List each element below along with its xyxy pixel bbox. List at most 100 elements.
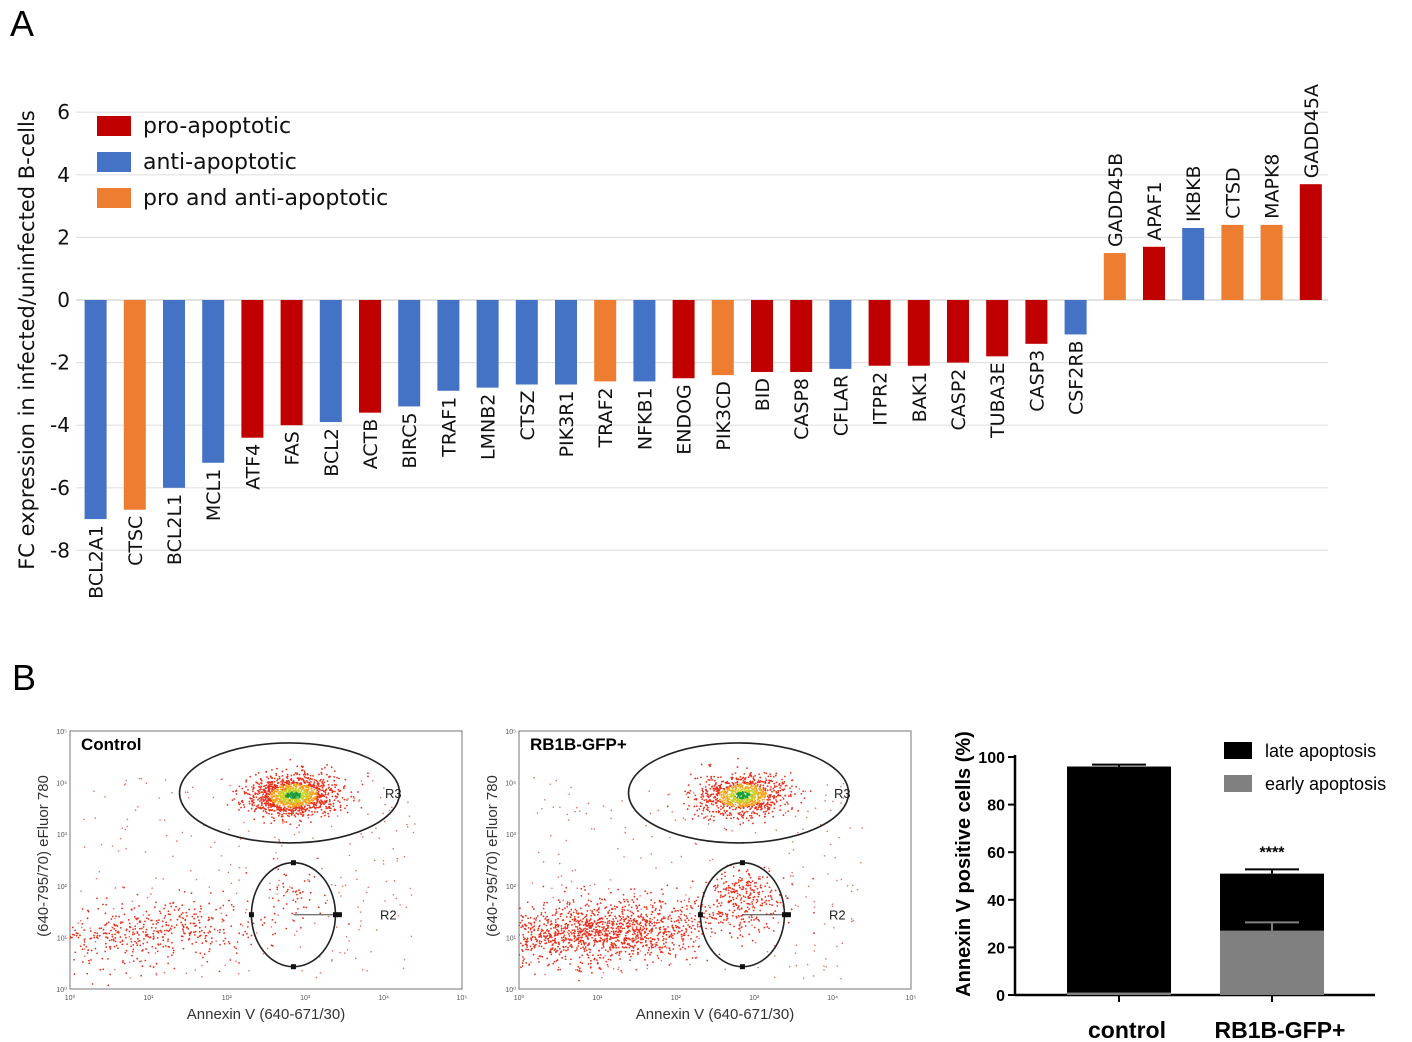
- event-dot: [245, 785, 247, 788]
- event-dot: [758, 788, 761, 790]
- gate-handle: [248, 912, 254, 918]
- event-dot: [735, 915, 738, 918]
- event-dot: [300, 783, 303, 785]
- event-dot: [173, 909, 176, 911]
- event-dot: [291, 792, 294, 795]
- event-dot: [630, 955, 632, 958]
- event-dot: [559, 968, 562, 971]
- event-dot: [842, 797, 845, 800]
- event-dot: [665, 941, 667, 944]
- event-dot: [800, 792, 803, 795]
- event-dot: [519, 924, 521, 927]
- event-dot: [299, 892, 302, 895]
- event-dot: [583, 885, 586, 888]
- event-dot: [643, 927, 646, 930]
- event-dot: [317, 790, 320, 793]
- event-dot: [531, 935, 534, 938]
- gene-label: BID: [752, 378, 774, 411]
- event-dot: [724, 811, 727, 814]
- event-dot: [240, 806, 242, 809]
- event-dot: [610, 926, 613, 929]
- event-dot: [717, 776, 720, 779]
- event-dot: [562, 949, 565, 951]
- event-dot: [664, 902, 667, 905]
- event-dot: [211, 941, 213, 943]
- event-dot: [757, 779, 760, 781]
- event-dot: [745, 890, 748, 893]
- event-dot: [729, 923, 732, 926]
- event-dot: [784, 895, 787, 897]
- event-dot: [662, 916, 665, 918]
- event-dot: [287, 888, 289, 891]
- event-dot: [736, 937, 739, 939]
- event-dot: [121, 903, 124, 905]
- event-dot: [113, 927, 116, 930]
- event-dot: [751, 880, 754, 883]
- event-dot: [612, 918, 615, 920]
- event-dot: [233, 798, 236, 800]
- event-dot: [297, 778, 300, 780]
- event-dot: [243, 806, 246, 808]
- event-dot: [264, 784, 266, 787]
- event-dot: [648, 924, 651, 927]
- event-dot: [276, 799, 278, 802]
- event-dot: [571, 945, 573, 948]
- event-dot: [739, 786, 742, 788]
- event-dot: [304, 805, 306, 808]
- event-dot: [573, 937, 576, 940]
- event-dot: [756, 809, 758, 811]
- event-dot: [471, 928, 473, 930]
- event-dot: [157, 931, 160, 934]
- event-dot: [302, 794, 305, 797]
- event-dot: [701, 787, 704, 790]
- event-dot: [563, 890, 566, 893]
- event-dot: [658, 912, 661, 915]
- event-dot: [606, 939, 609, 942]
- event-dot: [720, 780, 723, 783]
- event-dot: [632, 901, 635, 904]
- event-dot: [138, 920, 141, 922]
- event-dot: [707, 823, 710, 825]
- event-dot: [607, 920, 609, 923]
- event-dot: [606, 937, 609, 940]
- event-dot: [622, 916, 625, 918]
- event-dot: [731, 802, 733, 805]
- event-dot: [715, 799, 717, 801]
- event-dot: [737, 805, 739, 808]
- event-dot: [712, 914, 715, 917]
- event-dot: [531, 882, 534, 884]
- panel-b-letter: B: [12, 657, 36, 698]
- event-dot: [80, 890, 82, 892]
- event-dot: [662, 893, 664, 896]
- event-dot: [704, 786, 707, 788]
- event-dot: [710, 815, 713, 817]
- event-dot: [569, 962, 572, 965]
- event-dot: [305, 776, 307, 779]
- event-dot: [127, 918, 130, 921]
- event-dot: [306, 773, 309, 775]
- event-dot: [840, 785, 842, 788]
- event-dot: [279, 808, 281, 811]
- event-dot: [746, 791, 749, 793]
- event-dot: [295, 798, 298, 801]
- event-dot: [609, 904, 612, 907]
- event-dot: [746, 869, 749, 871]
- event-dot: [283, 783, 286, 786]
- event-dot: [287, 782, 290, 785]
- event-dot: [138, 905, 140, 907]
- event-dot: [743, 772, 746, 775]
- event-dot: [313, 778, 316, 781]
- event-dot: [264, 790, 267, 793]
- event-dot: [850, 920, 853, 923]
- event-dot: [119, 926, 122, 929]
- event-dot: [318, 801, 321, 804]
- event-dot: [349, 843, 351, 845]
- event-dot: [698, 920, 701, 923]
- event-dot: [299, 793, 301, 795]
- bar-ctsd: [1221, 224, 1244, 300]
- event-dot: [726, 915, 728, 918]
- event-dot: [545, 935, 548, 938]
- event-dot: [83, 955, 86, 958]
- event-dot: [708, 913, 711, 916]
- event-dot: [709, 906, 711, 909]
